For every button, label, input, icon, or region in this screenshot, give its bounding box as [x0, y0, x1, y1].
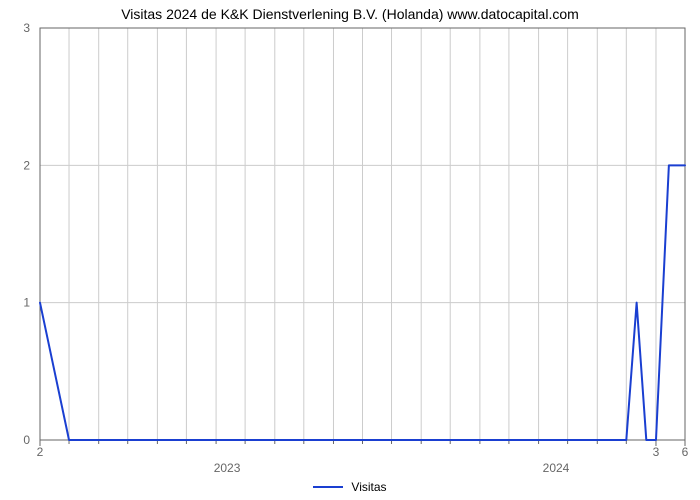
svg-text:3: 3 [653, 445, 660, 459]
line-chart: 0 1 2 3 2 3 6 2023 2024 [0, 0, 700, 500]
svg-text:2024: 2024 [543, 461, 570, 475]
svg-text:0: 0 [23, 433, 30, 447]
chart-legend: Visitas [0, 480, 700, 494]
svg-text:2023: 2023 [214, 461, 241, 475]
svg-text:2: 2 [37, 445, 44, 459]
legend-swatch [313, 486, 343, 488]
svg-text:2: 2 [23, 158, 30, 172]
legend-label: Visitas [351, 480, 386, 494]
svg-text:6: 6 [682, 445, 689, 459]
chart-container: Visitas 2024 de K&K Dienstverlening B.V.… [0, 0, 700, 500]
svg-text:1: 1 [23, 296, 30, 310]
svg-text:3: 3 [23, 21, 30, 35]
